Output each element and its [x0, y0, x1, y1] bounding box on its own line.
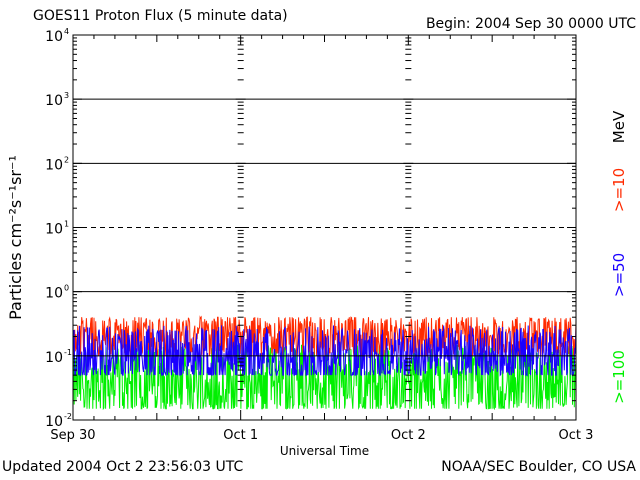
- y-tick-label-exponent: -1: [64, 348, 72, 357]
- y-tick-label-exponent: 2: [64, 155, 69, 164]
- y-tick-label-exponent: 4: [64, 27, 69, 36]
- legend-entry: >=100: [610, 350, 628, 404]
- begin-time: Begin: 2004 Sep 30 0000 UTC: [425, 16, 636, 32]
- y-tick-label-exponent: -2: [64, 412, 72, 421]
- y-tick-label-base: 10: [45, 29, 63, 45]
- y-tick-label: 10 0: [45, 284, 69, 302]
- y-tick-label-base: 10: [45, 286, 63, 302]
- y-tick-label: 10 3: [45, 91, 69, 109]
- y-tick-label: 10 2: [45, 155, 69, 173]
- legend-units: MeV: [610, 110, 628, 143]
- x-tick-label: Oct 3: [559, 428, 594, 443]
- x-tick-label: Oct 2: [391, 428, 426, 443]
- y-tick-label: 10 -1: [45, 348, 72, 366]
- y-tick-label-exponent: 0: [64, 284, 69, 293]
- series-line-1: [72, 325, 577, 377]
- y-axis-label: Particles cm⁻²s⁻¹sr⁻¹: [6, 155, 25, 320]
- y-tick-label-exponent: 1: [64, 220, 69, 229]
- tick-layer: [72, 34, 577, 421]
- y-tick-label: 10 4: [45, 27, 69, 45]
- y-tick-label-exponent: 3: [64, 91, 69, 100]
- y-tick-label-base: 10: [45, 93, 63, 109]
- y-tick-label: 10 1: [45, 220, 69, 238]
- legend-entry: >=50: [610, 253, 628, 297]
- series-layer: [72, 315, 577, 411]
- x-axis-label: Universal Time: [280, 444, 369, 458]
- x-tick-label: Oct 1: [223, 428, 258, 443]
- updated-timestamp: Updated 2004 Oct 2 23:56:03 UTC: [2, 459, 244, 475]
- data-source: NOAA/SEC Boulder, CO USA: [441, 459, 636, 475]
- legend-entry: >=10: [610, 168, 628, 212]
- series-line-2: [72, 344, 577, 411]
- y-tick-label-base: 10: [45, 157, 63, 173]
- y-tick-label: 10 -2: [45, 412, 72, 430]
- chart-title: GOES11 Proton Flux (5 minute data): [33, 8, 288, 24]
- y-tick-label-base: 10: [45, 414, 63, 430]
- y-tick-label-base: 10: [45, 222, 63, 238]
- y-tick-label-base: 10: [45, 350, 63, 366]
- x-tick-label: Sep 30: [50, 428, 95, 443]
